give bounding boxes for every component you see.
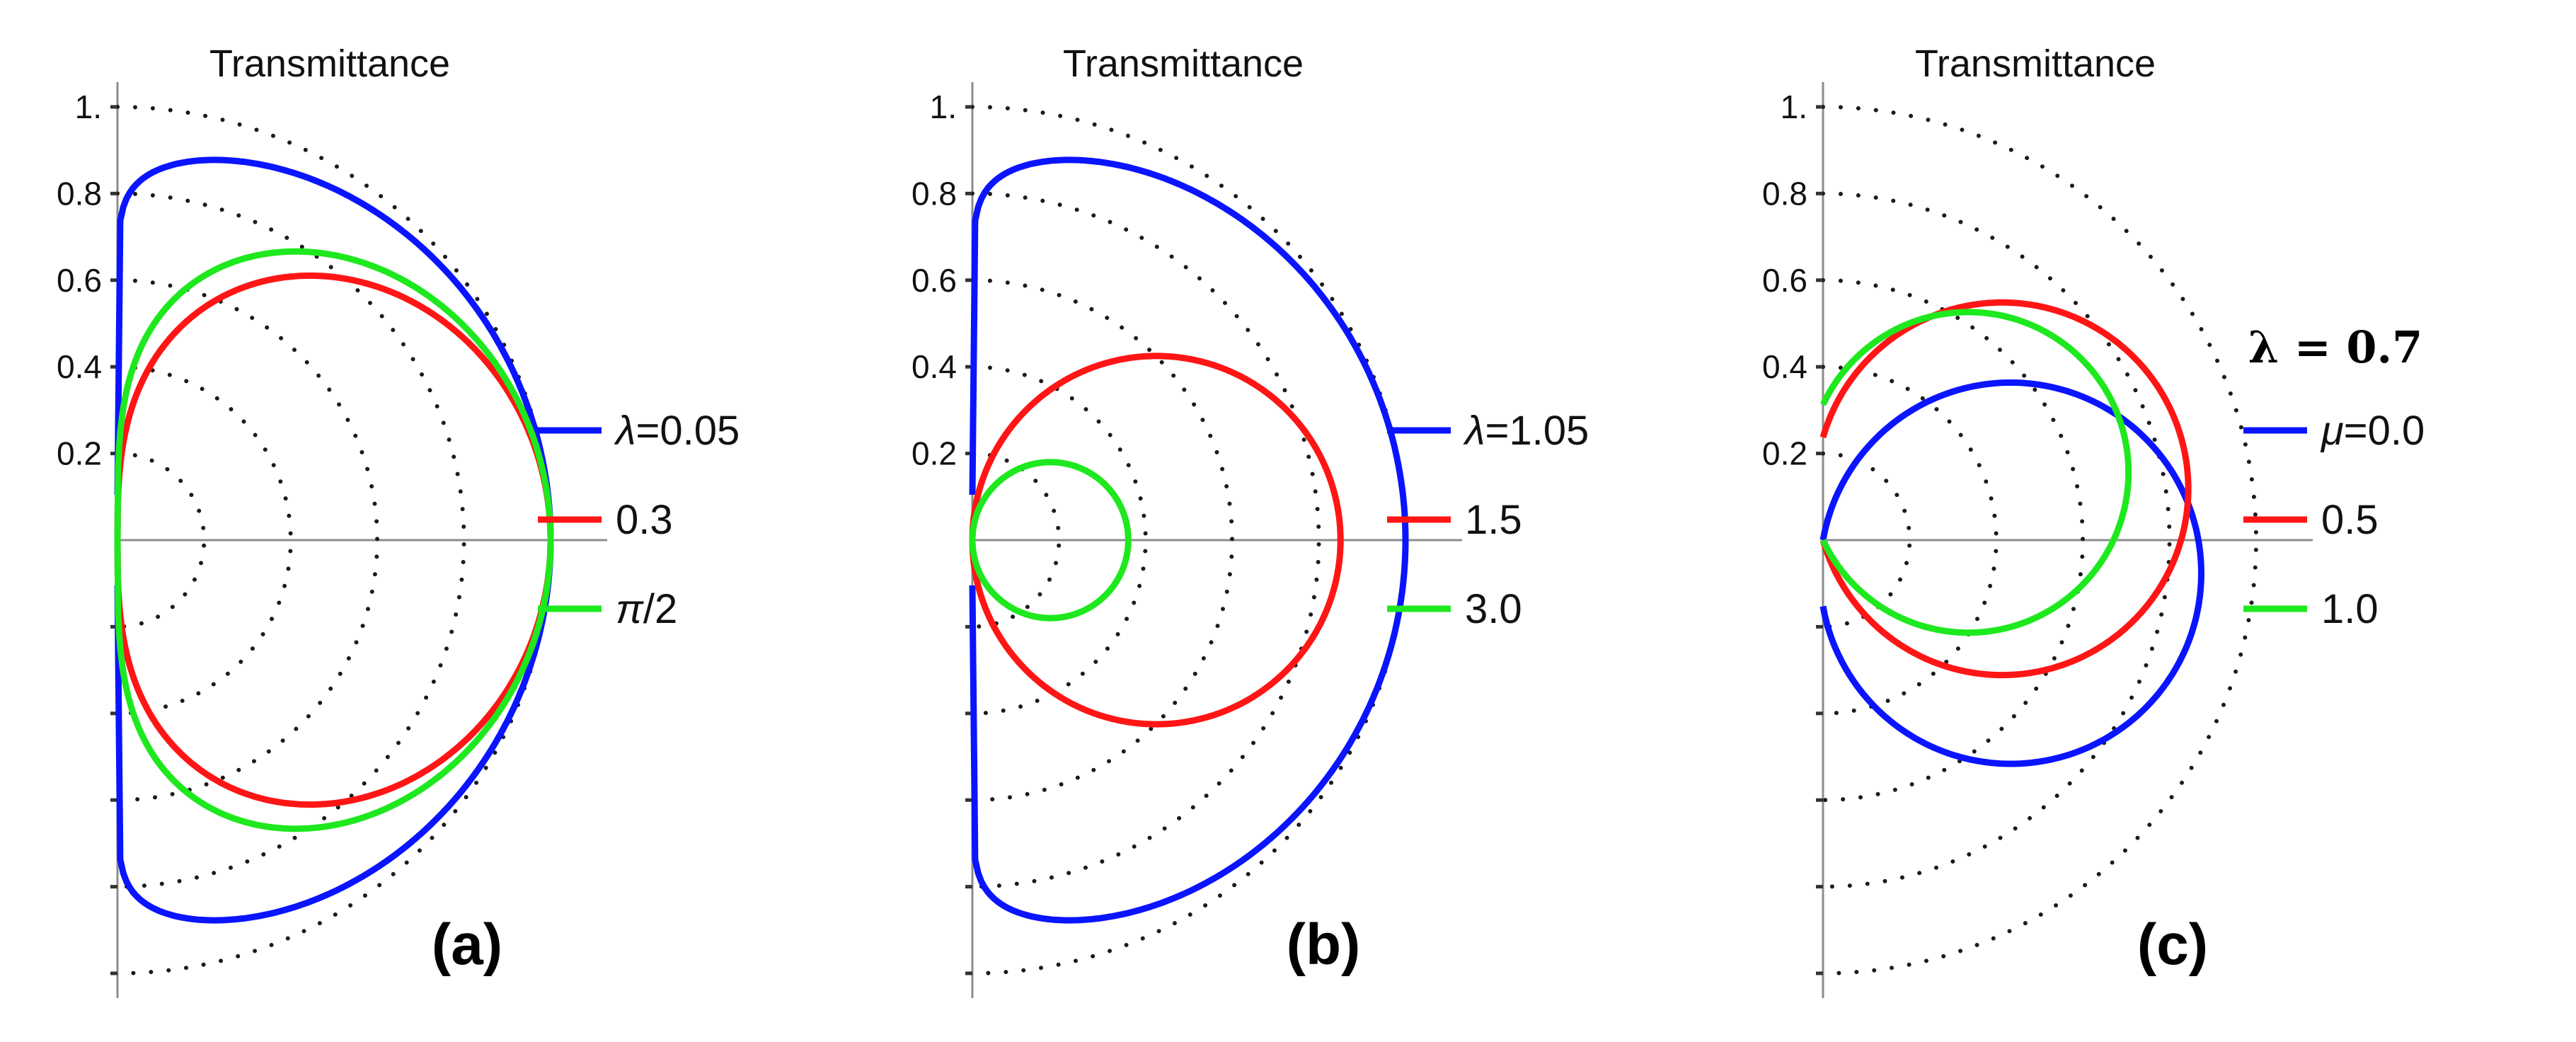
legend-value: 1.5: [1465, 497, 1522, 543]
chart-title: Transmittance: [1063, 42, 1304, 85]
legend-label-0: λ=0.05: [614, 408, 740, 454]
legend-value: 1.0: [2321, 586, 2379, 632]
grid-ring: [115, 277, 380, 803]
chart-title: Transmittance: [209, 42, 450, 85]
r-tick-label: 0.6: [912, 262, 957, 299]
legend-label-1: 0.5: [2321, 497, 2379, 543]
legend-label-2: 1.0: [2321, 586, 2379, 632]
panel-b: 0.2 0.4 0.6 0.8 1. Transmittance λ=1.05 1.5 3.0 (…: [912, 42, 1589, 998]
legend-variable: λ: [614, 408, 636, 454]
r-tick-label: 0.2: [57, 435, 102, 472]
panel-a: 0.2 0.4 0.6 0.8 1. Transmittance λ=0.05 0.3 π/2 (…: [57, 42, 740, 998]
legend-value: 0.5: [2321, 497, 2379, 543]
r-tick-label: 0.6: [1762, 262, 1807, 299]
panel-label: (a): [432, 912, 502, 977]
series-curve-0: [969, 156, 1409, 924]
grid-ring: [115, 365, 293, 716]
r-tick-label: 0.8: [57, 175, 102, 212]
legend-label-2: π/2: [616, 586, 677, 632]
legend-variable: μ: [2320, 408, 2344, 454]
fixed-parameter-label: λ = 0.7: [2248, 321, 2422, 373]
grid-ring: [970, 451, 1062, 629]
r-tick-label: 0.2: [1762, 435, 1807, 472]
legend-value: =0.0: [2344, 408, 2425, 454]
r-tick-label: 0.8: [1762, 175, 1807, 212]
legend-value: /2: [643, 586, 677, 632]
panel-label: (c): [2137, 912, 2208, 977]
legend-label-1: 0.3: [616, 497, 673, 543]
legend-value: 0.3: [616, 497, 673, 543]
legend-label-1: 1.5: [1465, 497, 1522, 543]
legend-label-0: λ=1.05: [1463, 408, 1589, 454]
r-tick-label: 1.: [75, 88, 102, 125]
r-tick-label: 0.4: [912, 348, 957, 385]
series-curve-2: [969, 459, 1132, 622]
r-tick-label: 0.4: [57, 348, 102, 385]
r-tick-label: 0.4: [1762, 348, 1807, 385]
grid-ring: [970, 277, 1235, 803]
r-tick-label: 0.2: [912, 435, 957, 472]
series-curve-0: [1819, 379, 2204, 767]
legend-value: =0.05: [636, 408, 740, 454]
r-tick-label: 1.: [930, 88, 957, 125]
r-tick-label: 0.6: [57, 262, 102, 299]
legend-variable: λ: [1463, 408, 1485, 454]
grid-ring: [115, 451, 207, 629]
grid-ring: [1821, 277, 2086, 803]
r-tick-label: 0.8: [912, 175, 957, 212]
legend-variable: π: [616, 586, 644, 632]
legend-value: =1.05: [1485, 408, 1589, 454]
grid-ring: [1821, 451, 1912, 629]
panel-label: (b): [1287, 912, 1361, 977]
series-curve-1: [969, 353, 1344, 728]
series-curve-2: [114, 248, 554, 832]
legend-value: 3.0: [1465, 586, 1522, 632]
r-tick-label: 1.: [1781, 88, 1807, 125]
series-curve-1: [1819, 299, 2192, 679]
series-curve-2: [1819, 309, 2132, 636]
grid-ring: [1821, 365, 1999, 716]
legend-label-0: μ=0.0: [2320, 408, 2425, 454]
panel-c: 0.2 0.4 0.6 0.8 1. Transmittance μ=0.0 0.5 1.0 λ …: [1762, 42, 2425, 998]
chart-title: Transmittance: [1915, 42, 2156, 85]
legend-label-2: 3.0: [1465, 586, 1522, 632]
